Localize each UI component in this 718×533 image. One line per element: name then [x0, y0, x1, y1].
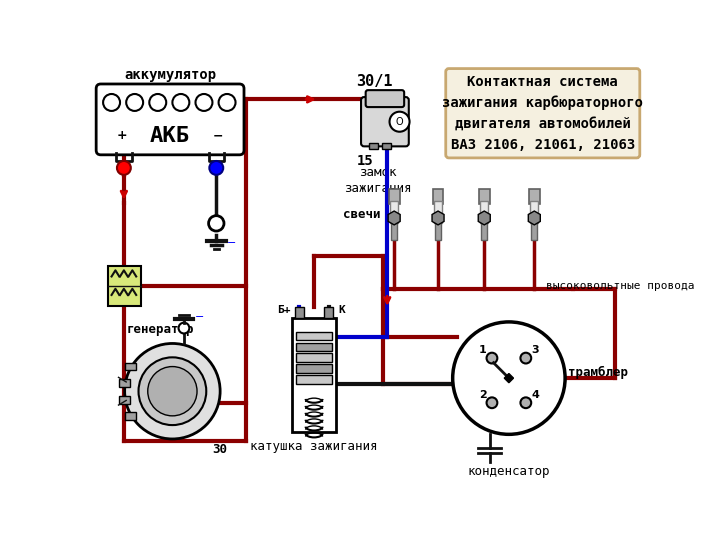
Bar	[382, 143, 391, 149]
Circle shape	[210, 161, 223, 175]
Text: генератор: генератор	[126, 323, 194, 336]
Bar	[434, 201, 442, 223]
Text: конденсатор: конденсатор	[467, 465, 550, 478]
Text: O: O	[396, 117, 404, 127]
Text: 2: 2	[479, 390, 487, 400]
Circle shape	[172, 94, 190, 111]
Bar	[119, 379, 130, 386]
Circle shape	[209, 216, 224, 231]
Bar	[433, 189, 444, 204]
Circle shape	[521, 398, 531, 408]
Bar	[297, 332, 332, 341]
Text: 15: 15	[356, 154, 373, 168]
Bar	[125, 363, 136, 370]
Polygon shape	[388, 211, 400, 225]
Bar	[369, 143, 378, 149]
Text: 30/1: 30/1	[356, 75, 393, 90]
Bar	[297, 353, 332, 362]
Bar	[292, 318, 337, 432]
Text: −: −	[195, 312, 204, 322]
Text: АКБ: АКБ	[150, 126, 190, 146]
Text: высоковольтные провода: высоковольтные провода	[546, 281, 694, 290]
Text: Контактная система
зажигания карбюраторного
двигателя автомобилей
ВАЗ 2106, 2106: Контактная система зажигания карбюраторн…	[442, 75, 643, 151]
Text: 3: 3	[531, 345, 539, 356]
Bar	[297, 343, 332, 351]
Polygon shape	[432, 211, 444, 225]
Bar	[479, 189, 490, 204]
Bar	[295, 308, 304, 318]
Text: 1: 1	[479, 345, 487, 356]
Bar	[119, 396, 130, 403]
Text: +: +	[117, 129, 128, 142]
Text: 30: 30	[213, 443, 228, 456]
Bar	[481, 223, 488, 240]
FancyBboxPatch shape	[96, 84, 244, 155]
Circle shape	[195, 94, 213, 111]
Text: −: −	[213, 129, 223, 142]
Bar	[388, 189, 399, 204]
Text: свечи: свечи	[342, 208, 381, 221]
FancyBboxPatch shape	[446, 69, 640, 158]
Circle shape	[218, 94, 236, 111]
Circle shape	[521, 353, 531, 364]
Bar	[324, 308, 333, 318]
Bar	[531, 201, 538, 223]
Text: Б+: Б+	[276, 305, 290, 315]
Circle shape	[179, 322, 190, 334]
FancyBboxPatch shape	[365, 90, 404, 107]
Circle shape	[148, 367, 197, 416]
Circle shape	[487, 353, 498, 364]
Polygon shape	[478, 211, 490, 225]
Polygon shape	[528, 211, 541, 225]
Bar	[391, 223, 397, 240]
Text: 4: 4	[531, 390, 539, 400]
FancyBboxPatch shape	[361, 97, 409, 147]
Bar	[125, 412, 136, 419]
Bar	[297, 364, 332, 373]
Bar	[297, 375, 332, 384]
Circle shape	[149, 94, 167, 111]
Bar	[480, 201, 488, 223]
Circle shape	[390, 112, 409, 132]
Bar	[529, 189, 540, 204]
Bar	[531, 223, 537, 240]
Text: трамблер: трамблер	[568, 366, 628, 378]
Polygon shape	[504, 374, 513, 383]
Circle shape	[452, 322, 565, 434]
Circle shape	[487, 398, 498, 408]
Circle shape	[125, 343, 220, 439]
Bar	[435, 223, 441, 240]
Text: замок
зажигания: замок зажигания	[344, 166, 411, 196]
Circle shape	[139, 357, 206, 425]
Text: катушка зажигания: катушка зажигания	[251, 440, 378, 453]
Text: −: −	[227, 238, 236, 248]
Bar	[108, 265, 141, 306]
Text: К: К	[338, 305, 345, 315]
Text: аккумулятор: аккумулятор	[124, 68, 216, 82]
Circle shape	[117, 161, 131, 175]
Bar	[391, 201, 398, 223]
Circle shape	[103, 94, 120, 111]
Circle shape	[126, 94, 143, 111]
